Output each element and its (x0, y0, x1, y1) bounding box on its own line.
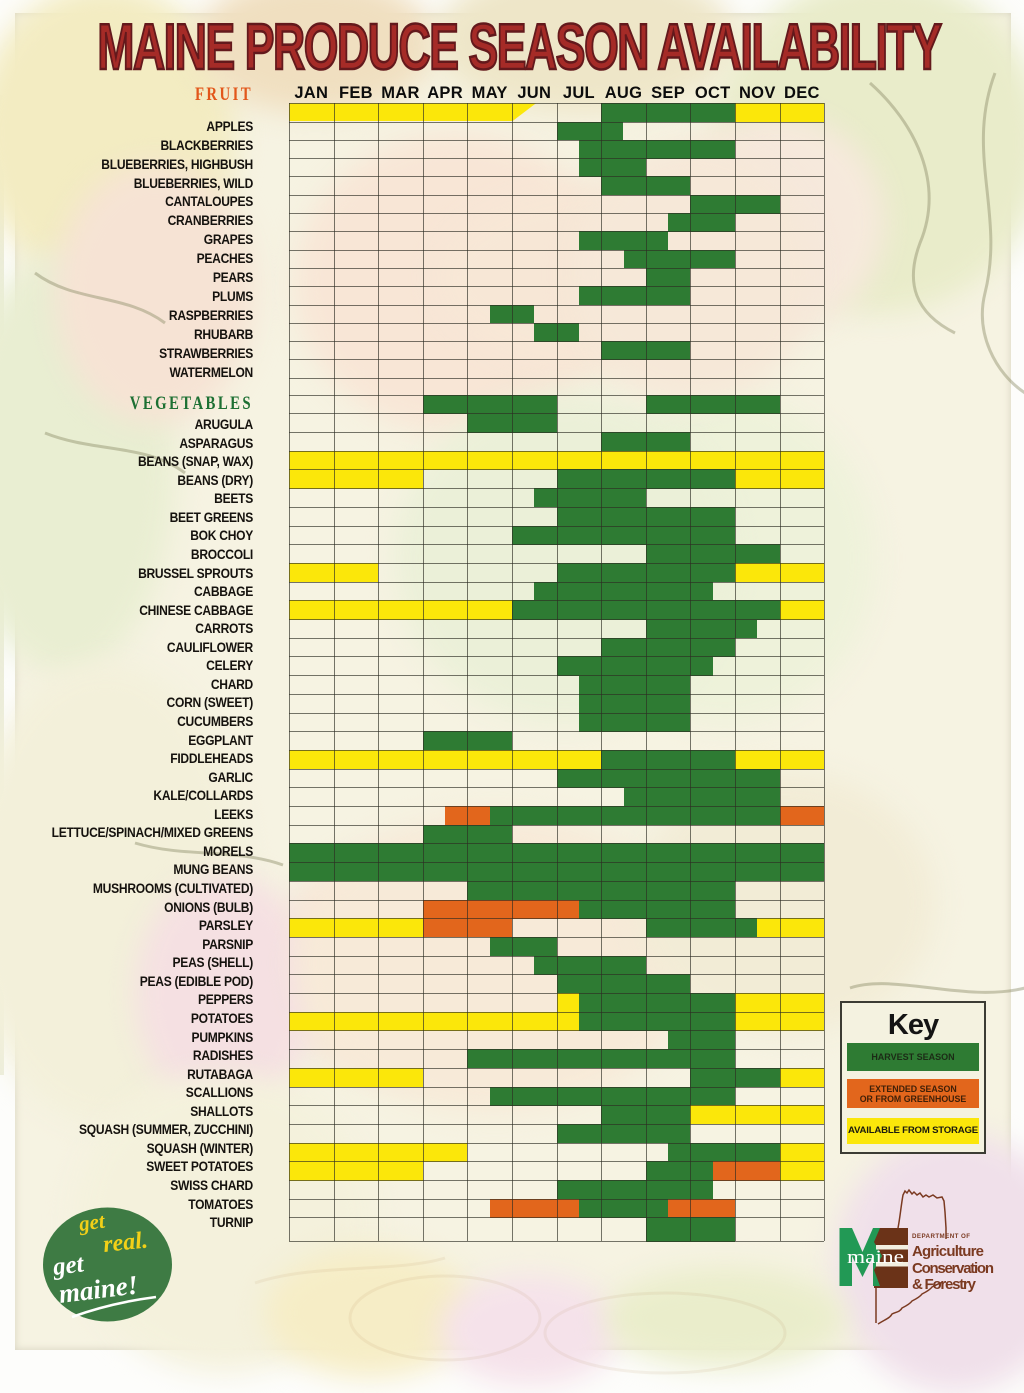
svg-text:& Forestry: & Forestry (912, 1276, 977, 1293)
svg-text:get: get (50, 1250, 86, 1281)
svg-text:real.: real. (102, 1227, 149, 1258)
svg-text:maine: maine (847, 1247, 904, 1268)
svg-text:Conservation: Conservation (912, 1260, 994, 1277)
svg-text:get: get (76, 1208, 107, 1236)
svg-text:Agriculture: Agriculture (912, 1243, 984, 1260)
svg-text:DEPARTMENT OF: DEPARTMENT OF (912, 1233, 970, 1240)
